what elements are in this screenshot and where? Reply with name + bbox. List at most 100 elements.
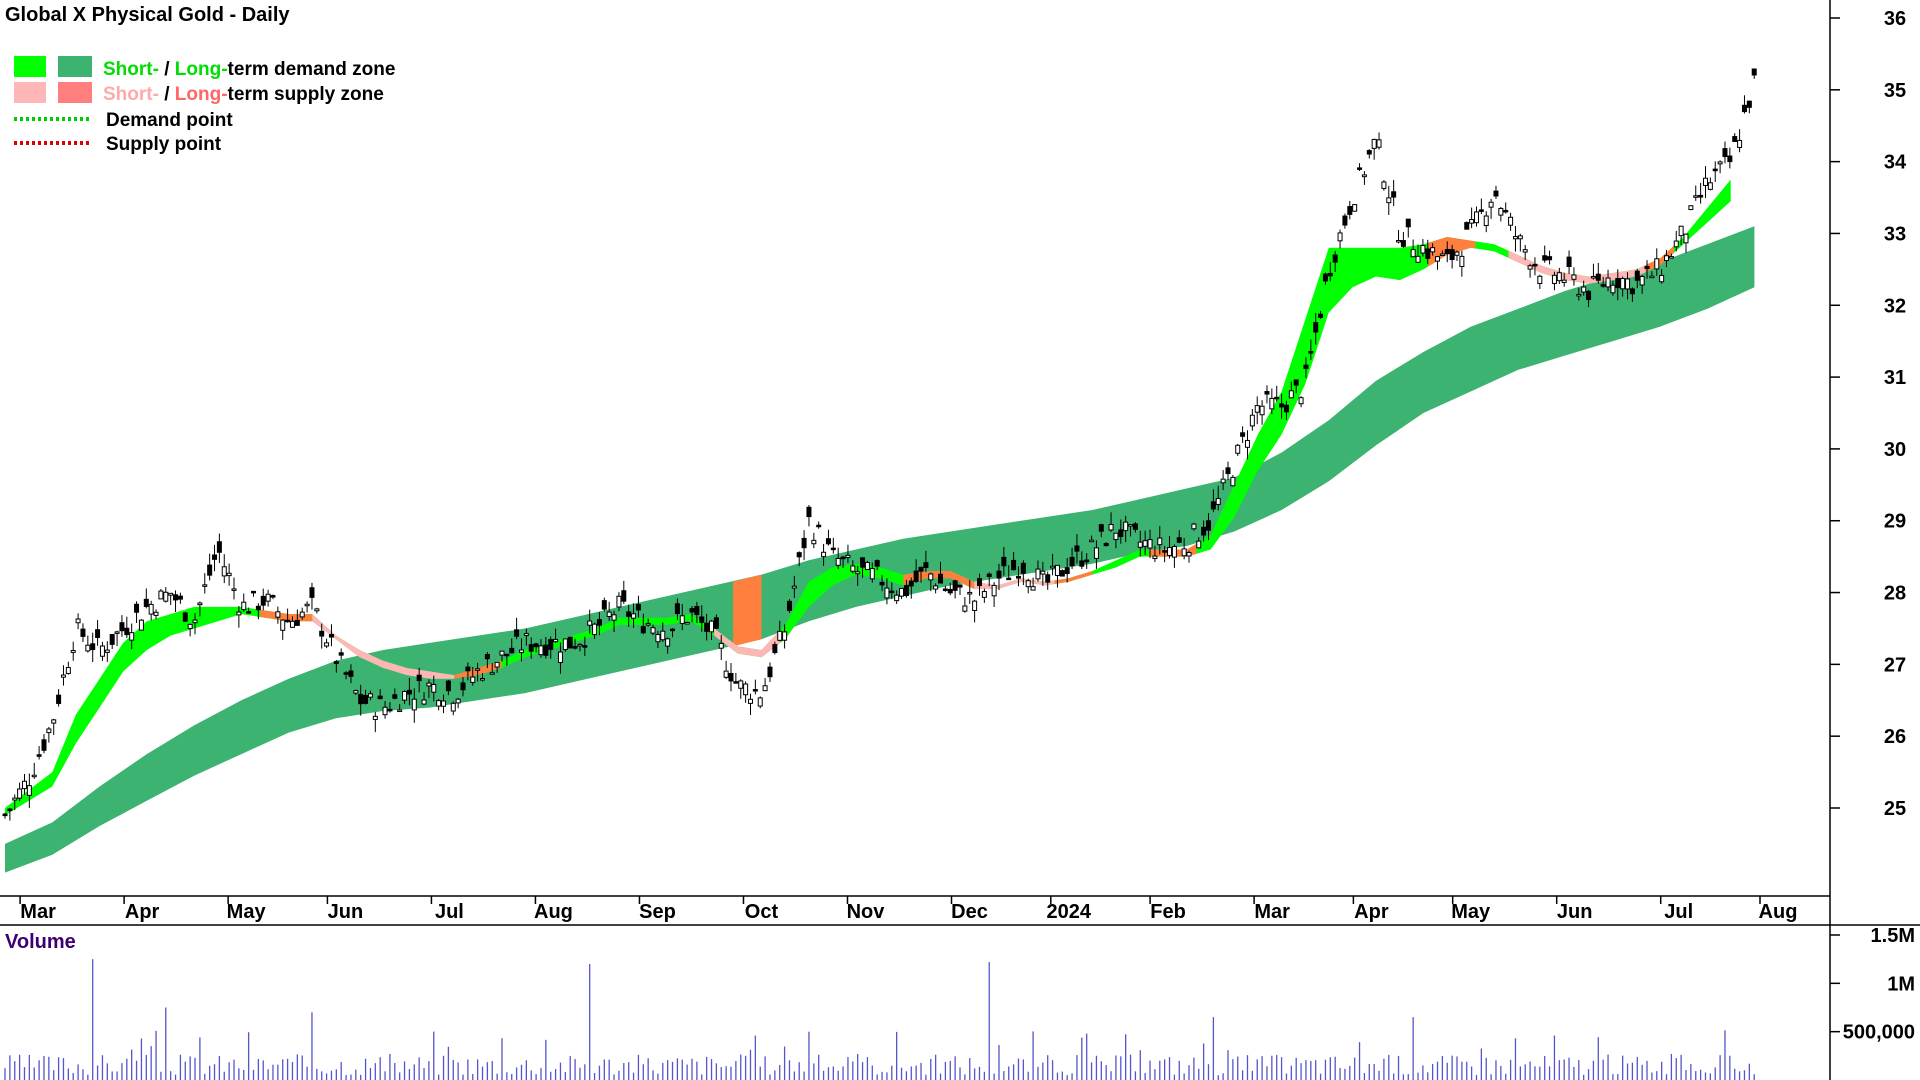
candle-body	[109, 634, 115, 645]
candle-body	[1508, 216, 1514, 226]
candle-body	[304, 603, 310, 607]
candle-body	[1566, 256, 1572, 268]
candle-body	[455, 698, 461, 704]
candle-body	[265, 593, 271, 602]
legend-demand-point: Demand point	[106, 110, 233, 131]
candle-body	[918, 566, 924, 572]
candle-body	[114, 631, 120, 634]
candle-body	[95, 629, 101, 638]
candle-body	[36, 754, 42, 757]
candle-body	[1152, 555, 1158, 560]
candle-body	[713, 617, 719, 629]
x-tick-label: Dec	[951, 901, 988, 923]
candle-body	[1498, 207, 1504, 216]
candle-body	[1512, 236, 1518, 240]
x-tick-label: Aug	[534, 901, 573, 923]
candle-body	[1469, 219, 1475, 224]
candle-body	[17, 788, 23, 799]
candle-body	[314, 608, 320, 612]
candle-body	[1162, 550, 1168, 553]
candle-body	[962, 605, 968, 612]
candle-body	[928, 573, 934, 581]
y-tick-label: 33	[1884, 223, 1906, 245]
candle-body	[1084, 559, 1090, 563]
candle-body	[976, 578, 982, 587]
candle-body	[894, 594, 900, 602]
candle-body	[173, 594, 179, 601]
candle-body	[1132, 523, 1138, 530]
candle-body	[231, 588, 237, 591]
short-term-supply-band	[312, 614, 455, 679]
candle-body	[1605, 277, 1611, 288]
candle-body	[1342, 215, 1348, 226]
candle-body	[752, 689, 758, 692]
x-tick-label: Jun	[328, 901, 364, 923]
candle-body	[1678, 225, 1684, 237]
candle-body	[1015, 575, 1021, 579]
candle-body	[942, 588, 948, 591]
candle-body	[601, 600, 607, 610]
candle-body	[1586, 290, 1592, 301]
candle-body	[1011, 559, 1017, 571]
candle-body	[392, 694, 398, 699]
candle-body	[1376, 139, 1382, 148]
candle-body	[426, 682, 432, 687]
candle-body	[762, 685, 768, 692]
candle-body	[1503, 209, 1509, 213]
candle-body	[499, 650, 505, 656]
candle-body	[236, 611, 242, 616]
candle-body	[1240, 432, 1246, 437]
candle-body	[908, 580, 914, 587]
candle-body	[1751, 68, 1757, 76]
candle-body	[903, 585, 909, 596]
candle-body	[1181, 548, 1187, 557]
candle-body	[1415, 255, 1421, 263]
candle-body	[367, 693, 373, 698]
candle-body	[1020, 562, 1026, 574]
candle-body	[319, 630, 325, 637]
candle-body	[134, 603, 140, 613]
candle-body	[246, 611, 252, 614]
candle-body	[1327, 272, 1333, 277]
candle-body	[1230, 476, 1236, 487]
candle-body	[986, 573, 992, 577]
candle-body	[967, 591, 973, 595]
candle-body	[957, 584, 963, 588]
candle-body	[1235, 444, 1241, 454]
candle-body	[855, 571, 861, 575]
candle-body	[670, 628, 676, 632]
candle-body	[996, 570, 1002, 579]
supply-zone-band	[260, 609, 313, 622]
candle-body	[1059, 570, 1065, 577]
candle-body	[879, 581, 885, 586]
candle-body	[445, 680, 451, 692]
candle-body	[406, 689, 412, 695]
candle-body	[12, 797, 18, 801]
candle-body	[1561, 279, 1567, 283]
candle-body	[470, 676, 476, 683]
candle-body	[377, 695, 383, 700]
candle-body	[294, 619, 300, 626]
y-tick-label: 32	[1884, 295, 1906, 317]
candle-body	[621, 590, 627, 602]
candle-body	[1493, 190, 1499, 197]
candle-body	[1215, 497, 1221, 505]
x-tick-label: Feb	[1150, 901, 1186, 923]
candle-body	[1537, 275, 1543, 285]
candle-body	[1654, 258, 1660, 270]
volume-label: Volume	[5, 931, 76, 953]
candle-body	[104, 649, 110, 653]
candle-body	[596, 619, 602, 626]
candle-body	[212, 554, 218, 560]
candle-body	[56, 694, 62, 704]
candle-body	[1103, 542, 1109, 547]
candle-body	[143, 598, 149, 607]
candle-body	[1025, 580, 1031, 588]
candle-body	[1664, 255, 1670, 262]
candle-body	[1123, 521, 1129, 532]
time-axis: Mar Apr May Jun Jul Aug Sep Oct Nov Dec 2024 Feb Mar…	[19, 896, 1797, 923]
candle-body	[509, 647, 515, 654]
candle-body	[1366, 150, 1372, 155]
candle-body	[830, 547, 836, 551]
candle-body	[1186, 552, 1192, 557]
